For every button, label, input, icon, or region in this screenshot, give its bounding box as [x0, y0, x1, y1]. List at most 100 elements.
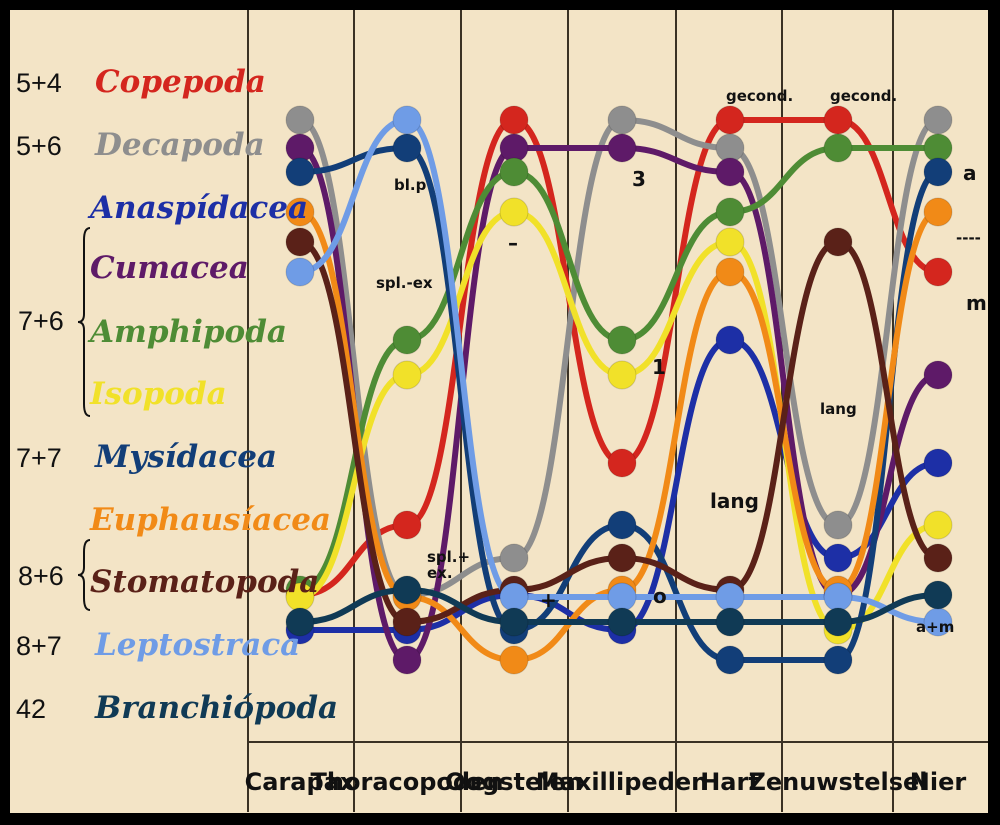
point-branchiopoda-hart [715, 607, 745, 637]
point-cumacea-nier [923, 360, 953, 390]
point-cumacea-thoracopoden [392, 645, 422, 675]
point-stomatopoda-carapax [285, 227, 315, 257]
point-leptostraca-zenuwstelsel [823, 582, 853, 612]
legend-label-leptostraca: Leptostraca [94, 627, 300, 663]
point-cumacea-hart [715, 157, 745, 187]
annotation-label: o [653, 584, 667, 608]
series-line-stomatopoda [297, 238, 941, 626]
legend-label-amphipoda: Amphipoda [87, 314, 287, 350]
point-anaspidacea-hart [715, 325, 745, 355]
point-leptostraca-carapax [285, 257, 315, 287]
x-tick-labels: CarapaxThoracopodenOogstelenMaxillipeden… [245, 768, 967, 796]
point-amphipoda-maxillipeden [607, 325, 637, 355]
legend-label-mysidacea: Mysídacea [94, 439, 277, 475]
point-stomatopoda-zenuwstelsel [823, 227, 853, 257]
point-leptostraca-hart [715, 582, 745, 612]
annotations: gecond. gecond. bl.p spl.-ex spl.+ ex. – 3 1 + o la… [376, 87, 987, 636]
point-isopoda-thoracopoden [392, 360, 422, 390]
point-euphausiacea-nier [923, 197, 953, 227]
legend-formula: 8+7 [16, 631, 62, 661]
point-copepoda-thoracopoden [392, 510, 422, 540]
point-mysidacea-zenuwstelsel [823, 645, 853, 675]
point-amphipoda-thoracopoden [392, 325, 422, 355]
annotation-label: m [966, 291, 987, 315]
annotation-label: bl.p [394, 176, 427, 194]
x-tick-label-thoracopoden: Thoracopoden [311, 768, 504, 796]
point-decapoda-nier [923, 105, 953, 135]
annotation-label: a [963, 161, 977, 185]
point-decapoda-zenuwstelsel [823, 510, 853, 540]
annotation-label: ---- [956, 229, 981, 247]
annotation-label: 1 [652, 355, 666, 379]
legend-label-decapoda: Decapoda [94, 127, 265, 163]
point-anaspidacea-nier [923, 448, 953, 478]
x-tick-label-hart: Hart [700, 768, 760, 796]
point-cumacea-maxillipeden [607, 133, 637, 163]
legend-label-isopoda: Isopoda [89, 376, 227, 412]
point-amphipoda-oogstelen [499, 157, 529, 187]
legend-label-euphausiacea: Euphausíacea [89, 502, 331, 538]
series-points [285, 105, 953, 675]
annotation-label: lang [710, 489, 759, 513]
point-isopoda-nier [923, 510, 953, 540]
point-leptostraca-oogstelen [499, 582, 529, 612]
x-tick-label-maxillipeden: Maxillipeden [536, 768, 708, 796]
point-branchiopoda-nier [923, 580, 953, 610]
point-stomatopoda-thoracopoden [392, 607, 422, 637]
annotation-label: spl.+ ex. [427, 548, 470, 582]
point-copepoda-zenuwstelsel [823, 105, 853, 135]
annotation-label: spl.-ex [376, 274, 433, 292]
point-mysidacea-nier [923, 157, 953, 187]
point-amphipoda-hart [715, 197, 745, 227]
point-mysidacea-thoracopoden [392, 133, 422, 163]
point-isopoda-hart [715, 227, 745, 257]
legend-group-brace [77, 227, 91, 417]
point-euphausiacea-hart [715, 257, 745, 287]
point-decapoda-carapax [285, 105, 315, 135]
legend-label-branchiopoda: Branchiópoda [94, 690, 338, 726]
point-branchiopoda-oogstelen [499, 607, 529, 637]
point-branchiopoda-carapax [285, 607, 315, 637]
annotation-label: 3 [632, 167, 646, 191]
point-isopoda-maxillipeden [607, 360, 637, 390]
legend-formula: 42 [16, 694, 46, 724]
legend-label-copepoda: Copepoda [95, 64, 266, 100]
point-branchiopoda-maxillipeden [607, 607, 637, 637]
point-isopoda-oogstelen [499, 197, 529, 227]
annotation-label: gecond. [726, 87, 793, 105]
point-anaspidacea-zenuwstelsel [823, 543, 853, 573]
point-branchiopoda-thoracopoden [392, 575, 422, 605]
annotation-label: gecond. [830, 87, 897, 105]
point-stomatopoda-maxillipeden [607, 543, 637, 573]
point-leptostraca-maxillipeden [607, 582, 637, 612]
legend-formula: 5+4 [16, 68, 62, 98]
point-copepoda-hart [715, 105, 745, 135]
legend-group-formula: 7+6 [18, 306, 64, 336]
x-tick-label-zenuwstelsel: Zenuwstelsel [748, 768, 927, 796]
legend-group-brace [77, 539, 91, 611]
x-tick-label-carapax: Carapax [245, 768, 356, 796]
point-euphausiacea-carapax [285, 197, 315, 227]
legend-label-stomatopoda: Stomatopoda [90, 564, 319, 600]
annotation-label: a+m [916, 618, 954, 636]
point-mysidacea-carapax [285, 157, 315, 187]
point-leptostraca-thoracopoden [392, 105, 422, 135]
point-copepoda-maxillipeden [607, 448, 637, 478]
point-copepoda-oogstelen [499, 105, 529, 135]
legend-group-formula: 8+6 [18, 561, 64, 591]
legend-formula: 7+7 [16, 443, 62, 473]
point-decapoda-oogstelen [499, 543, 529, 573]
point-mysidacea-maxillipeden [607, 510, 637, 540]
point-stomatopoda-nier [923, 543, 953, 573]
point-amphipoda-zenuwstelsel [823, 133, 853, 163]
point-copepoda-nier [923, 257, 953, 287]
x-tick-label-oogstelen: Oogstelen [445, 768, 583, 796]
legend-label-cumacea: Cumacea [90, 250, 249, 286]
annotation-label: – [508, 231, 518, 255]
annotation-label: lang [820, 400, 857, 418]
point-branchiopoda-zenuwstelsel [823, 607, 853, 637]
annotation-line: spl.+ [427, 548, 470, 566]
point-euphausiacea-oogstelen [499, 645, 529, 675]
annotation-line: ex. [427, 564, 453, 582]
